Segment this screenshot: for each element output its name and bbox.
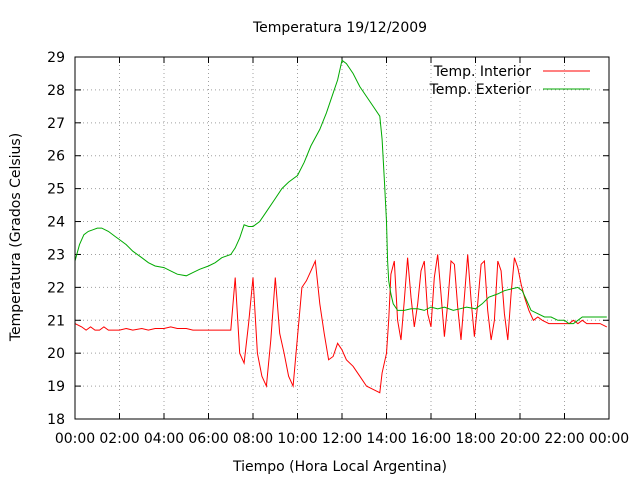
y-tick-label: 22 (47, 280, 65, 296)
series-line-exterior (74, 59, 607, 325)
x-tick-label: 18:00 (455, 431, 495, 447)
y-tick-label: 27 (47, 116, 65, 132)
series-lines (74, 59, 608, 394)
tick-labels: 00:00 02:00 04:00 06:00 08:00 10:00 12:00 14:00… (47, 50, 629, 447)
x-tick-label: 02:00 (99, 431, 139, 447)
legend-label: Temp. Exterior (429, 82, 532, 98)
x-tick-label: 20:00 (500, 431, 540, 447)
legend-label: Temp. Interior (433, 64, 532, 80)
series-line-interior (74, 254, 608, 394)
x-axis-label: Tiempo (Hora Local Argentina) (232, 459, 447, 475)
y-tick-label: 18 (47, 412, 65, 428)
x-tick-label: 06:00 (188, 431, 228, 447)
x-tick-label: 00:00 (55, 431, 95, 447)
plot-frame (74, 56, 610, 420)
y-tick-label: 20 (47, 346, 65, 362)
y-axis-label: Temperatura (Grados Celsius) (8, 133, 24, 342)
x-tick-label: 10:00 (277, 431, 317, 447)
x-tick-label: 00:00 (589, 431, 629, 447)
grid-lines (75, 57, 609, 419)
x-tick-label: 14:00 (366, 431, 406, 447)
legend: Temp. Interior Temp. Exterior (429, 64, 590, 98)
y-tick-label: 26 (47, 149, 65, 165)
y-tick-label: 24 (47, 215, 65, 231)
x-tick-label: 12:00 (322, 431, 362, 447)
x-tick-label: 08:00 (233, 431, 273, 447)
y-tick-label: 28 (47, 83, 65, 99)
y-tick-label: 29 (47, 50, 65, 66)
y-tick-label: 23 (47, 247, 65, 263)
y-tick-label: 19 (47, 379, 65, 395)
x-tick-label: 16:00 (411, 431, 451, 447)
x-tick-label: 04:00 (144, 431, 184, 447)
y-tick-label: 25 (47, 182, 65, 198)
chart-title: Temperatura 19/12/2009 (252, 20, 427, 36)
y-tick-label: 21 (47, 313, 65, 329)
x-tick-label: 22:00 (544, 431, 584, 447)
